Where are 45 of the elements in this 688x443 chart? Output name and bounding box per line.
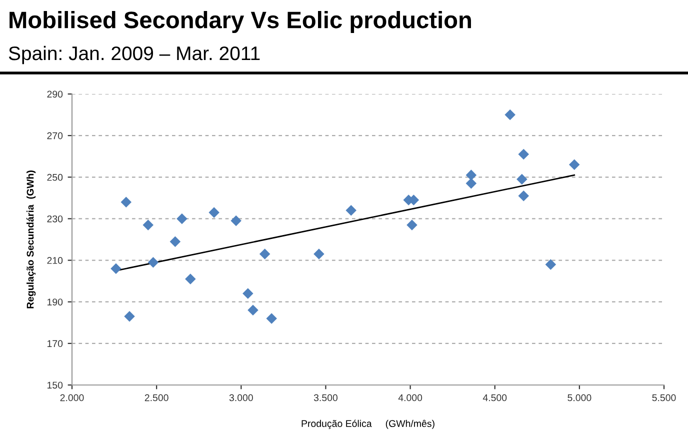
point bbox=[406, 220, 418, 230]
point bbox=[545, 259, 556, 270]
point bbox=[516, 174, 528, 185]
point bbox=[568, 159, 580, 170]
point bbox=[518, 190, 529, 202]
point bbox=[176, 213, 188, 224]
point bbox=[504, 109, 516, 120]
y-tick-label: 170 bbox=[47, 340, 63, 348]
point bbox=[248, 304, 258, 316]
y-tick-label: 290 bbox=[47, 90, 63, 98]
point bbox=[466, 170, 477, 180]
x-axis-title: Produção Eólica (GWh/mês) bbox=[302, 420, 434, 429]
chart-title: Mobilised Secondary Vs Eolic production bbox=[10, 10, 471, 34]
point bbox=[266, 313, 277, 324]
x-tick-label: 4.000 bbox=[398, 394, 422, 402]
x-tick-label: 5.500 bbox=[652, 394, 676, 402]
x-tick-label: 3.500 bbox=[314, 394, 338, 402]
point bbox=[142, 220, 154, 230]
point bbox=[346, 205, 356, 216]
y-tick-label: 250 bbox=[47, 174, 63, 181]
y-tick-label: 190 bbox=[47, 298, 63, 306]
point bbox=[185, 274, 196, 284]
point bbox=[259, 248, 270, 260]
x-tick-label: 2.000 bbox=[60, 394, 84, 402]
point bbox=[110, 263, 122, 274]
point bbox=[208, 207, 220, 218]
y-tick-label: 150 bbox=[47, 382, 63, 389]
point bbox=[120, 196, 132, 208]
point bbox=[242, 288, 254, 299]
point bbox=[170, 236, 181, 247]
point bbox=[124, 311, 135, 322]
point bbox=[466, 178, 477, 189]
point bbox=[518, 148, 529, 160]
x-tick-label: 4.500 bbox=[482, 394, 507, 402]
y-axis-title: Regulação Secundária (GWh) bbox=[26, 170, 36, 308]
y-tick-label: 270 bbox=[47, 132, 63, 140]
y-tick-label: 210 bbox=[47, 257, 63, 264]
point bbox=[314, 248, 324, 260]
y-tick-label: 230 bbox=[47, 215, 63, 222]
point bbox=[230, 215, 242, 226]
x-tick-label: 5.000 bbox=[568, 394, 592, 402]
chart-subtitle: Spain: Jan. 2009 – Mar. 2011 bbox=[8, 46, 260, 64]
point bbox=[148, 256, 159, 268]
x-tick-label: 3.000 bbox=[229, 394, 253, 402]
x-tick-label: 2.500 bbox=[144, 394, 168, 402]
